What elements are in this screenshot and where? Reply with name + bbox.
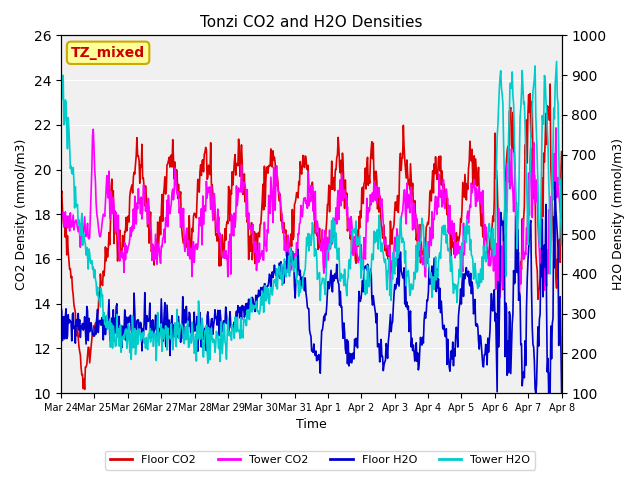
Floor H2O <box>386 321 394 327</box>
Tower H2O <box>216 359 224 364</box>
Title: Tonzi CO2 and H2O Densities: Tonzi CO2 and H2O Densities <box>200 15 422 30</box>
Line: Tower H2O: Tower H2O <box>61 61 561 363</box>
Line: Floor CO2: Floor CO2 <box>61 84 561 389</box>
Tower CO2 <box>216 233 223 239</box>
Tower H2O <box>557 243 565 249</box>
Floor CO2 <box>199 157 207 163</box>
Floor CO2 <box>57 192 65 198</box>
Floor H2O <box>447 359 454 364</box>
Floor CO2 <box>387 218 394 224</box>
Tower CO2 <box>496 294 504 300</box>
Floor CO2 <box>509 109 516 115</box>
Tower CO2 <box>447 228 454 233</box>
X-axis label: Time: Time <box>296 419 326 432</box>
Tower CO2 <box>557 214 565 220</box>
Line: Floor H2O: Floor H2O <box>61 182 561 393</box>
Tower H2O <box>447 254 455 260</box>
Tower H2O <box>180 338 188 344</box>
Tower CO2 <box>198 242 206 248</box>
Tower CO2 <box>552 125 560 131</box>
Tower CO2 <box>386 248 394 253</box>
Y-axis label: H2O Density (mmol/m3): H2O Density (mmol/m3) <box>612 138 625 290</box>
Floor CO2 <box>547 81 554 87</box>
Legend: Floor CO2, Tower CO2, Floor H2O, Tower H2O: Floor CO2, Tower CO2, Floor H2O, Tower H… <box>105 451 535 469</box>
Y-axis label: CO2 Density (mmol/m3): CO2 Density (mmol/m3) <box>15 139 28 290</box>
Floor CO2 <box>216 236 224 242</box>
Tower H2O <box>198 315 206 321</box>
Tower CO2 <box>57 206 65 212</box>
Floor CO2 <box>447 245 455 251</box>
Tower CO2 <box>509 188 516 194</box>
Floor CO2 <box>180 236 188 242</box>
Tower CO2 <box>180 205 188 211</box>
Floor H2O <box>180 336 188 341</box>
Tower H2O <box>204 360 212 366</box>
Floor CO2 <box>557 149 565 155</box>
Tower H2O <box>553 59 561 64</box>
Floor H2O <box>557 390 565 396</box>
Floor H2O <box>216 333 223 338</box>
Tower H2O <box>57 84 65 89</box>
Text: TZ_mixed: TZ_mixed <box>71 46 145 60</box>
Floor H2O <box>532 390 540 396</box>
Tower H2O <box>509 93 516 98</box>
Floor H2O <box>508 321 516 327</box>
Floor H2O <box>57 304 65 310</box>
Floor H2O <box>551 180 559 185</box>
Floor H2O <box>198 316 206 322</box>
Floor CO2 <box>81 386 88 392</box>
Line: Tower CO2: Tower CO2 <box>61 128 561 297</box>
Tower H2O <box>387 279 394 285</box>
